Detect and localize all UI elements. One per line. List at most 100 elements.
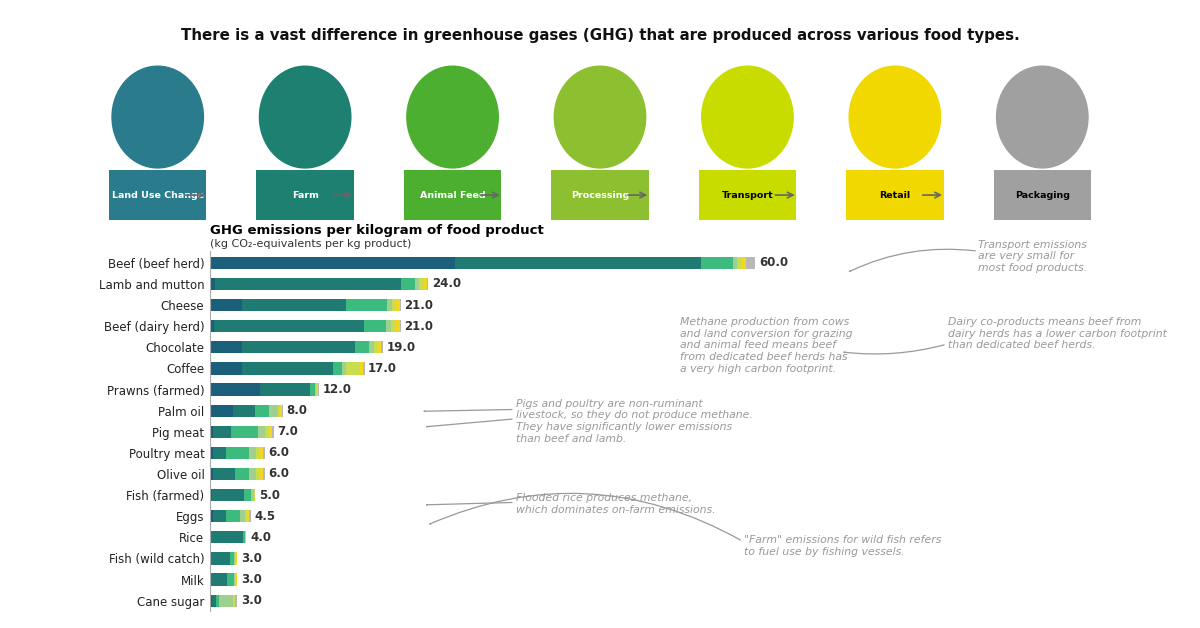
Bar [212,468,235,480]
Bar [347,362,360,374]
Text: 4.5: 4.5 [254,510,276,522]
Bar [278,404,280,417]
Bar [370,341,373,354]
FancyBboxPatch shape [404,170,502,220]
Bar [244,489,251,501]
Bar [212,595,216,607]
Ellipse shape [702,66,793,168]
FancyBboxPatch shape [109,170,206,220]
Bar [220,595,233,607]
Text: 8.0: 8.0 [287,404,307,417]
Bar [256,404,269,417]
Bar [210,447,212,459]
Bar [269,404,278,417]
Bar [250,468,257,480]
Bar [355,341,370,354]
Bar [251,489,253,501]
Bar [242,299,347,311]
Bar [234,573,235,586]
Bar [210,362,242,374]
Ellipse shape [554,66,646,168]
Text: 17.0: 17.0 [368,362,397,375]
Bar [240,510,245,522]
Ellipse shape [407,66,498,168]
Bar [362,362,365,374]
Bar [210,595,212,607]
Bar [250,510,251,522]
Bar [215,278,401,290]
Text: 7.0: 7.0 [277,425,298,438]
Bar [280,404,282,417]
Text: Farm: Farm [292,190,318,200]
Bar [227,447,250,459]
Bar [419,278,424,290]
Ellipse shape [112,66,204,168]
Bar [263,468,264,480]
Bar [212,426,230,438]
Bar [364,320,386,332]
Bar [388,299,392,311]
Bar [260,383,310,396]
Ellipse shape [850,66,941,168]
Bar [247,510,250,522]
Bar [216,595,220,607]
Bar [242,531,245,543]
Bar [392,299,396,311]
Bar [701,257,733,269]
Bar [396,320,400,332]
Bar [414,278,419,290]
FancyBboxPatch shape [257,170,354,220]
Bar [250,447,257,459]
Bar [210,510,212,522]
Bar [233,404,256,417]
Text: Transport: Transport [721,190,773,200]
Bar [272,426,274,438]
Text: Retail: Retail [880,190,911,200]
Bar [258,426,265,438]
Text: "Farm" emissions for wild fish refers
to fuel use by fishing vessels.: "Farm" emissions for wild fish refers to… [744,535,941,556]
Text: 21.0: 21.0 [404,320,433,333]
Text: Dairy co-products means beef from
dairy herds has a lower carbon footprint
than : Dairy co-products means beef from dairy … [948,317,1166,350]
Bar [227,510,240,522]
Text: Packaging: Packaging [1015,190,1069,200]
Bar [210,426,212,438]
FancyBboxPatch shape [698,170,796,220]
Text: 12.0: 12.0 [323,383,352,396]
Bar [235,595,238,607]
Bar [260,447,263,459]
Bar [260,468,263,480]
Bar [211,531,242,543]
Text: 60.0: 60.0 [760,256,788,269]
Bar [242,341,355,354]
Bar [210,341,242,354]
Text: 3.0: 3.0 [241,573,262,586]
Text: Flooded rice produces methane,
which dominates on-farm emissions.: Flooded rice produces methane, which dom… [516,493,715,514]
Text: Pigs and poultry are non-ruminant
livestock, so they do not produce methane.
The: Pigs and poultry are non-ruminant livest… [516,399,752,443]
Text: GHG emissions per kilogram of food product: GHG emissions per kilogram of food produ… [210,224,544,237]
Bar [210,553,230,565]
Text: 21.0: 21.0 [404,298,433,311]
Bar [347,299,388,311]
FancyBboxPatch shape [994,170,1091,220]
Text: 6.0: 6.0 [268,447,289,459]
Bar [386,320,391,332]
Bar [257,468,260,480]
Bar [214,320,364,332]
Bar [378,341,380,354]
Bar [380,341,383,354]
Bar [210,489,212,501]
Bar [737,257,742,269]
Bar [396,299,400,311]
FancyBboxPatch shape [551,170,649,220]
Text: 24.0: 24.0 [432,278,461,290]
Bar [210,404,233,417]
Bar [212,489,244,501]
Text: 4.0: 4.0 [250,531,271,544]
Bar [234,553,235,565]
Ellipse shape [259,66,350,168]
Bar [242,362,332,374]
Bar [401,278,414,290]
Bar [257,447,260,459]
Bar [269,426,272,438]
Bar [210,299,242,311]
